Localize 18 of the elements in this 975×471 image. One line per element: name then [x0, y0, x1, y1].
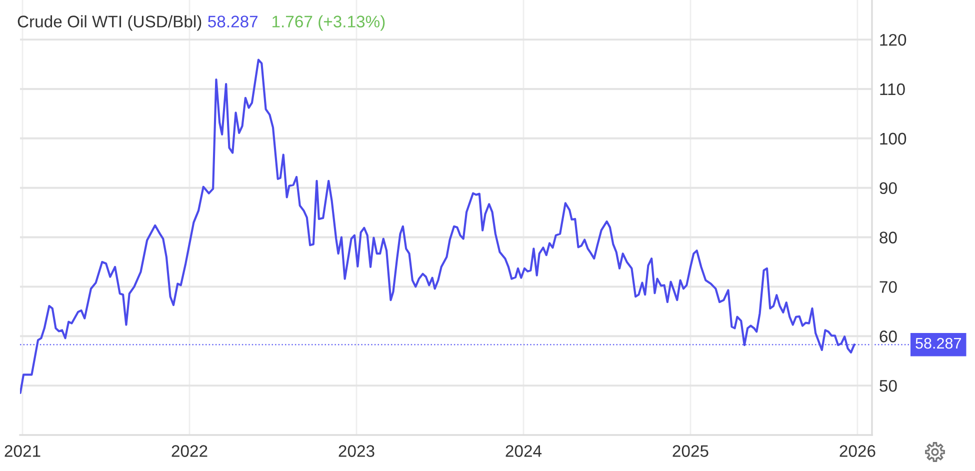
x-tick-label: 2021: [4, 445, 40, 457]
text: Crude Oil WTI (USD/Bbl): [18, 15, 202, 31]
y-tick-label: 80: [880, 232, 897, 244]
y-tick-label: 50: [880, 380, 897, 392]
x-tick-label: 2022: [172, 445, 208, 457]
y-tick-label: 90: [880, 182, 897, 194]
x-tick-label: 2024: [506, 445, 542, 457]
y-tick-label: 100: [880, 132, 906, 145]
annotation: 58.287: [208, 16, 258, 28]
x-tick-label: 2023: [338, 445, 374, 457]
y-tick-label: 110: [880, 83, 905, 96]
y-tick-label: 120: [880, 34, 906, 46]
y-tick-label: 70: [880, 281, 897, 293]
annotation: 1.767 (+3.13%): [272, 15, 385, 31]
x-tick-label: 2025: [672, 445, 708, 457]
x-tick-label: 2026: [840, 445, 876, 457]
y-tick-label: 60: [880, 330, 897, 342]
ref-line-label: 58.287: [916, 338, 961, 349]
